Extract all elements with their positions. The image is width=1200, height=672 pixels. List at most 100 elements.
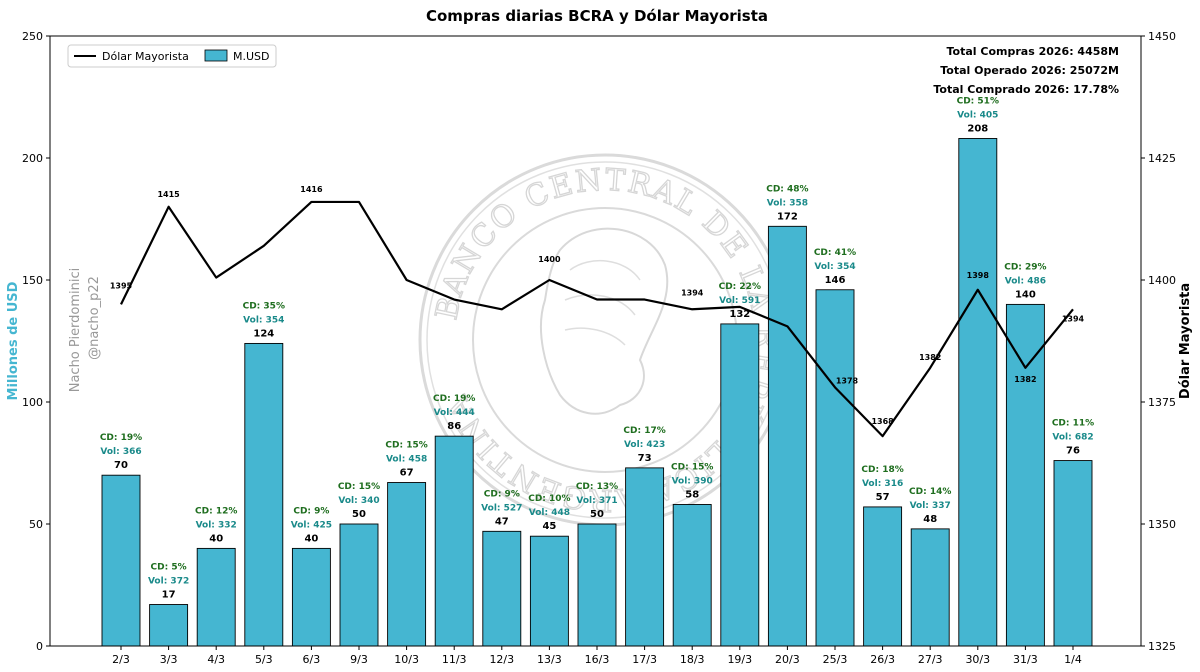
line-point-label: 1400	[538, 255, 561, 264]
x-tick-label: 3/3	[160, 653, 178, 666]
bar-value-label: 86	[447, 421, 461, 432]
bar	[767, 225, 807, 647]
bar-cd-label: CD: 51%	[957, 96, 999, 106]
bar	[101, 474, 141, 647]
bar	[672, 504, 712, 647]
y-tick-label-left: 100	[22, 396, 43, 409]
bar-value-label: 172	[777, 211, 798, 222]
bar	[577, 523, 617, 647]
bar	[387, 482, 427, 647]
bar	[196, 547, 236, 647]
x-tick-label: 16/3	[585, 653, 610, 666]
x-tick-label: 6/3	[303, 653, 321, 666]
bar	[1053, 460, 1093, 647]
bar-vol-label: Vol: 486	[1005, 276, 1046, 286]
plot-area: 70 CD: 19% Vol: 366 17 CD: 5% Vol: 372 40 CD: 1…	[22, 30, 1176, 666]
x-tick-label: 30/3	[965, 653, 990, 666]
bar	[434, 435, 474, 647]
bar-value-label: 208	[967, 123, 988, 134]
bar-vol-label: Vol: 337	[910, 501, 951, 511]
bar-value-label: 50	[352, 509, 366, 520]
line-point-label: 1382	[1014, 375, 1036, 384]
line-point-label: 1382	[919, 353, 941, 362]
line-point-label: 1394	[1062, 314, 1085, 323]
bar	[244, 342, 284, 647]
line-point-label: 1415	[157, 190, 180, 199]
bar-value-label: 67	[400, 468, 414, 479]
x-tick-label: 17/3	[632, 653, 657, 666]
summary-total-compras: Total Compras 2026: 4458M	[947, 45, 1119, 58]
bar-value-label: 48	[923, 514, 937, 525]
bar-cd-label: CD: 15%	[338, 482, 380, 492]
bar-vol-label: Vol: 405	[957, 110, 998, 120]
bar	[339, 523, 379, 647]
bar-vol-label: Vol: 340	[338, 496, 379, 506]
x-tick-label: 13/3	[537, 653, 562, 666]
bar-vol-label: Vol: 371	[576, 496, 617, 506]
bar-cd-label: CD: 22%	[719, 282, 761, 292]
x-tick-label: 4/3	[207, 653, 225, 666]
bar-vol-label: Vol: 458	[386, 455, 427, 465]
y-tick-label-right: 1325	[1148, 640, 1176, 653]
legend-label-musd: M.USD	[233, 50, 270, 63]
bar-cd-label: CD: 17%	[623, 426, 665, 436]
bar-value-label: 40	[304, 533, 318, 544]
y-tick-label-left: 250	[22, 30, 43, 43]
x-tick-label: 18/3	[680, 653, 705, 666]
bar-cd-label: CD: 9%	[293, 506, 329, 516]
y-tick-label-right: 1375	[1148, 396, 1176, 409]
x-tick-label: 27/3	[918, 653, 943, 666]
bar-cd-label: CD: 14%	[909, 487, 951, 497]
bar-value-label: 132	[729, 309, 750, 320]
line-point-label: 1398	[967, 271, 990, 280]
y-tick-label-left: 0	[36, 640, 43, 653]
bar	[720, 323, 760, 647]
summary-total-operado: Total Operado 2026: 25072M	[940, 64, 1119, 77]
bar-cd-label: CD: 13%	[576, 482, 618, 492]
bar-cd-label: CD: 41%	[814, 248, 856, 258]
x-tick-label: 12/3	[489, 653, 514, 666]
bar-cd-label: CD: 10%	[528, 494, 570, 504]
bar-value-label: 70	[114, 460, 128, 471]
bar-vol-label: Vol: 354	[814, 262, 855, 272]
bar-cd-label: CD: 29%	[1004, 262, 1046, 272]
bar-cd-label: CD: 9%	[484, 489, 520, 499]
bar	[815, 289, 855, 647]
bar-value-label: 146	[825, 275, 846, 286]
y-tick-label-right: 1425	[1148, 152, 1176, 165]
chart-title: Compras diarias BCRA y Dólar Mayorista	[426, 7, 768, 25]
bar	[1005, 303, 1045, 647]
bar-vol-label: Vol: 448	[529, 508, 570, 518]
y-tick-label-right: 1400	[1148, 274, 1176, 287]
bar-cd-label: CD: 18%	[861, 465, 903, 475]
bar-value-label: 76	[1066, 446, 1080, 457]
y-axis-label-right: Dólar Mayorista	[1178, 283, 1193, 399]
x-tick-label: 26/3	[870, 653, 895, 666]
summary-annotations: Total Compras 2026: 4458M Total Operado …	[933, 45, 1119, 96]
bar-vol-label: Vol: 332	[196, 520, 237, 530]
bar	[625, 467, 665, 647]
summary-total-comprado: Total Comprado 2026: 17.78%	[933, 83, 1119, 96]
bar-value-label: 58	[685, 489, 699, 500]
bar	[958, 138, 998, 647]
bar-cd-label: CD: 11%	[1052, 419, 1094, 429]
x-tick-label: 2/3	[112, 653, 130, 666]
bar	[910, 528, 950, 647]
y-tick-label-left: 50	[29, 518, 43, 531]
bar-cd-label: CD: 15%	[385, 441, 427, 451]
x-tick-label: 11/3	[442, 653, 467, 666]
x-tick-label: 9/3	[350, 653, 368, 666]
bar	[529, 535, 569, 647]
bar-vol-label: Vol: 444	[434, 408, 475, 418]
bar	[863, 506, 903, 647]
bar-cd-label: CD: 19%	[433, 394, 475, 404]
bar-value-label: 45	[542, 521, 556, 532]
author-name: Nacho Pierdominici	[68, 268, 83, 393]
bar-value-label: 73	[638, 453, 652, 464]
author-credit: Nacho Pierdominici @nacho_p22	[68, 268, 102, 393]
x-tick-label: 20/3	[775, 653, 800, 666]
line-point-label: 1394	[681, 288, 704, 297]
bar-cd-label: CD: 15%	[671, 462, 713, 472]
bar-value-label: 50	[590, 509, 604, 520]
